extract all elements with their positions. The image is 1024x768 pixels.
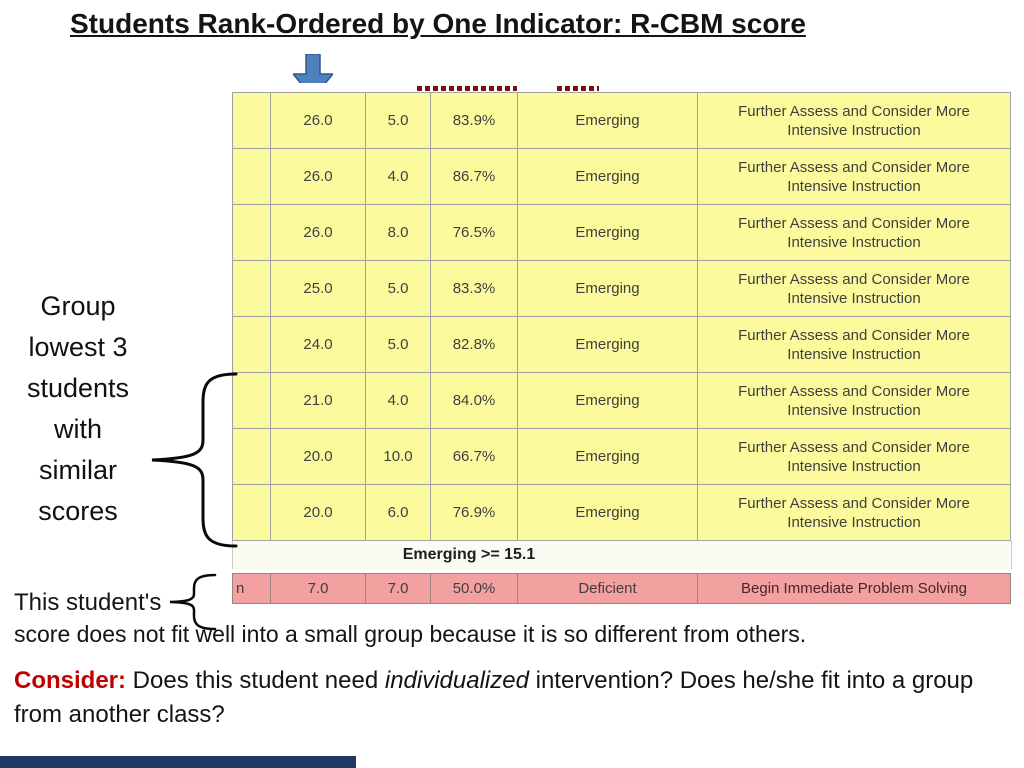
scores-table: 26.0 5.0 83.9% Emerging Further Assess a… [232, 92, 1011, 541]
scores-table-panel: 26.0 5.0 83.9% Emerging Further Assess a… [232, 83, 1012, 604]
cell-score: 20.0 [270, 484, 366, 541]
cell-errors: 5.0 [365, 260, 431, 317]
cell-recommendation: Further Assess and Consider More Intensi… [697, 428, 1011, 485]
consider-text: Does this student need [126, 667, 385, 694]
cell-errors: 5.0 [365, 92, 431, 149]
cell-recommendation: Further Assess and Consider More Intensi… [697, 260, 1011, 317]
cell-name-clipped [232, 148, 271, 205]
cell-status: Emerging [517, 316, 698, 373]
clipped-header-text-fragment [557, 86, 599, 91]
threshold-row: Emerging >= 15.1 [232, 541, 1012, 569]
cell-recommendation: Further Assess and Consider More Intensi… [697, 484, 1011, 541]
cell-score: 24.0 [270, 316, 366, 373]
cell-errors: 4.0 [365, 372, 431, 429]
cell-errors: 6.0 [365, 484, 431, 541]
slide-title: Students Rank-Ordered by One Indicator: … [70, 8, 806, 39]
table-row: 20.0 10.0 66.7% Emerging Further Assess … [232, 428, 1011, 485]
body-text: score does not fit well into a small gro… [14, 621, 807, 647]
cell-recommendation: Further Assess and Consider More Intensi… [697, 148, 1011, 205]
clipped-table-header [232, 83, 1010, 92]
cell-status: Emerging [517, 204, 698, 261]
slide-footer-bar [0, 756, 356, 768]
cell-score: 26.0 [270, 92, 366, 149]
cell-name-clipped [232, 484, 271, 541]
table-row: 21.0 4.0 84.0% Emerging Further Assess a… [232, 372, 1011, 429]
cell-status: Emerging [517, 484, 698, 541]
cell-recommendation: Further Assess and Consider More Intensi… [697, 316, 1011, 373]
row-gap [232, 569, 1010, 573]
curly-brace-icon [151, 372, 238, 548]
cell-errors: 10.0 [365, 428, 431, 485]
cell-score: 26.0 [270, 148, 366, 205]
cell-errors: 8.0 [365, 204, 431, 261]
cell-status: Emerging [517, 428, 698, 485]
curly-brace-icon [169, 573, 217, 631]
cell-recommendation: Further Assess and Consider More Intensi… [697, 372, 1011, 429]
threshold-label: Emerging >= 15.1 [402, 546, 536, 563]
cell-accuracy: 84.0% [430, 372, 518, 429]
table-row: 24.0 5.0 82.8% Emerging Further Assess a… [232, 316, 1011, 373]
cell-errors: 5.0 [365, 316, 431, 373]
cell-name-clipped [232, 204, 271, 261]
consider-text: intervention? Does he/she fit into a gro… [14, 667, 974, 728]
cell-recommendation: Begin Immediate Problem Solving [697, 573, 1011, 604]
consider-paragraph: Consider: Does this student need individ… [14, 664, 999, 732]
cell-name-clipped [232, 428, 271, 485]
cell-name-clipped: n [232, 573, 271, 604]
cell-accuracy: 76.5% [430, 204, 518, 261]
cell-status: Emerging [517, 148, 698, 205]
cell-accuracy: 83.3% [430, 260, 518, 317]
table-row: 26.0 8.0 76.5% Emerging Further Assess a… [232, 204, 1011, 261]
cell-score: 25.0 [270, 260, 366, 317]
cell-status: Deficient [517, 573, 698, 604]
cell-name-clipped [232, 92, 271, 149]
cell-recommendation: Further Assess and Consider More Intensi… [697, 92, 1011, 149]
cell-score: 20.0 [270, 428, 366, 485]
consider-italic-word: individualized [384, 667, 529, 694]
table-row: 26.0 5.0 83.9% Emerging Further Assess a… [232, 92, 1011, 149]
cell-score: 26.0 [270, 204, 366, 261]
this-students-label: This student's [14, 589, 162, 616]
cell-score: 21.0 [270, 372, 366, 429]
cell-accuracy: 82.8% [430, 316, 518, 373]
table-row: 26.0 4.0 86.7% Emerging Further Assess a… [232, 148, 1011, 205]
cell-name-clipped [232, 316, 271, 373]
cell-name-clipped [232, 372, 271, 429]
cell-status: Emerging [517, 372, 698, 429]
clipped-header-text-fragment [417, 86, 517, 91]
cell-accuracy: 83.9% [430, 92, 518, 149]
cell-accuracy: 66.7% [430, 428, 518, 485]
cell-recommendation: Further Assess and Consider More Intensi… [697, 204, 1011, 261]
deficient-row-table: n 7.0 7.0 50.0% Deficient Begin Immediat… [232, 573, 1011, 604]
cell-errors: 7.0 [365, 573, 431, 604]
cell-accuracy: 86.7% [430, 148, 518, 205]
deficient-row: n 7.0 7.0 50.0% Deficient Begin Immediat… [232, 573, 1011, 604]
table-row: 20.0 6.0 76.9% Emerging Further Assess a… [232, 484, 1011, 541]
cell-status: Emerging [517, 92, 698, 149]
cell-status: Emerging [517, 260, 698, 317]
table-row: 25.0 5.0 83.3% Emerging Further Assess a… [232, 260, 1011, 317]
cell-accuracy: 50.0% [430, 573, 518, 604]
cell-accuracy: 76.9% [430, 484, 518, 541]
consider-label: Consider: [14, 667, 127, 694]
cell-errors: 4.0 [365, 148, 431, 205]
group-annotation-label: Group lowest 3 students with similar sco… [26, 291, 130, 526]
cell-score: 7.0 [270, 573, 366, 604]
cell-name-clipped [232, 260, 271, 317]
